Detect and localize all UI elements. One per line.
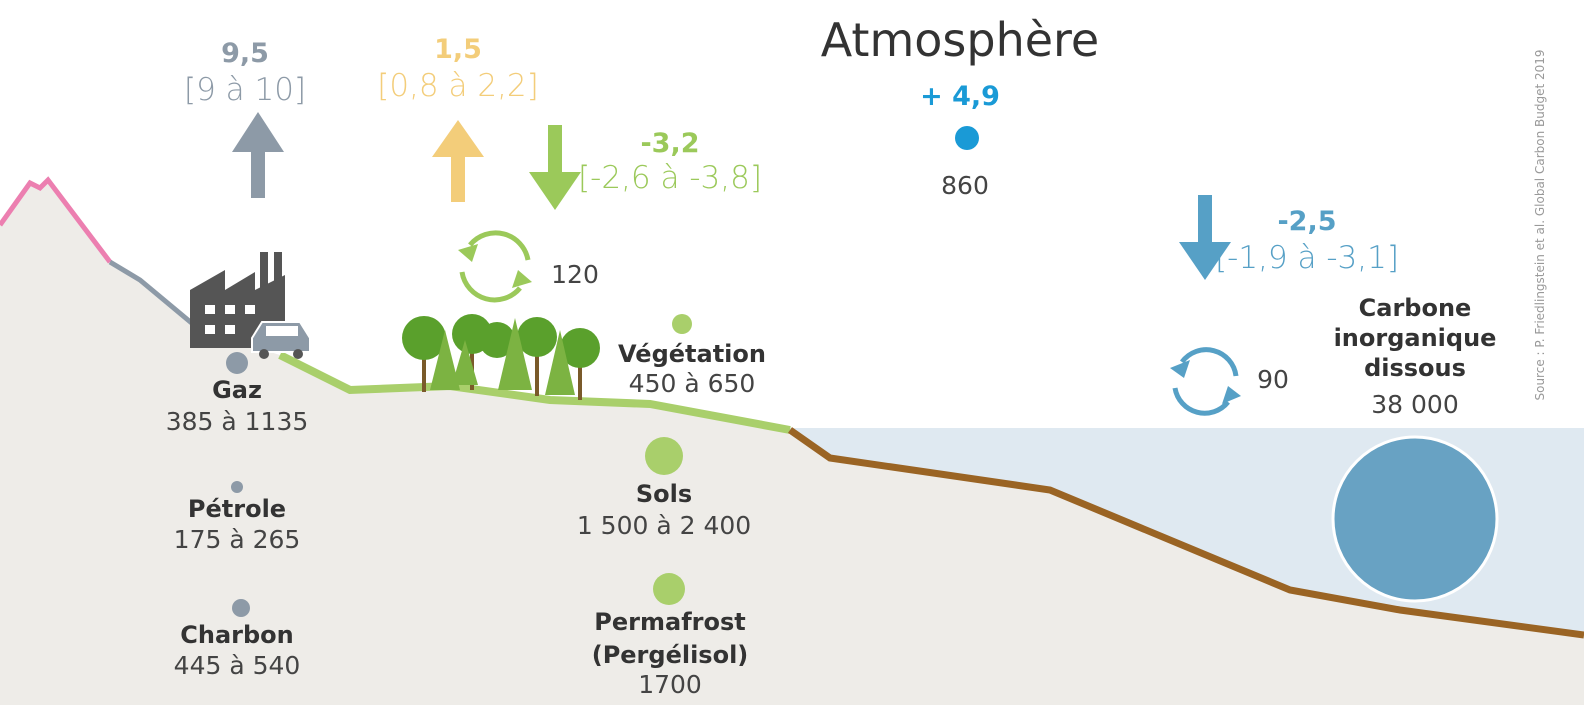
atmosphere-flux: + 4,9: [920, 81, 1000, 112]
vegetation-circle: [672, 314, 692, 334]
reservoir-name: dissous: [1364, 354, 1466, 382]
flux-range: [0,8 à 2,2]: [377, 68, 539, 104]
reservoir-range: 450 à 650: [629, 369, 756, 398]
land-cycle-icon: [458, 233, 532, 300]
reservoir-range: 175 à 265: [174, 525, 301, 554]
reservoir-name: Permafrost: [594, 608, 745, 636]
land-sink-arrow: [529, 125, 581, 210]
land-use-arrow: [432, 120, 484, 202]
page: Atmosphère + 4,9 860 9,5 [9 à 10] 1,5 [0…: [0, 0, 1584, 705]
reservoir-range: 1 500 à 2 400: [577, 511, 751, 540]
forest: [402, 314, 600, 400]
reservoir-name: Gaz: [212, 376, 262, 404]
reservoir-name: (Pergélisol): [592, 641, 749, 669]
atmosphere-circle: [955, 126, 979, 150]
fossil-arrow: [232, 112, 284, 198]
coal-circle: [232, 599, 250, 617]
reservoir-name: Végétation: [618, 340, 766, 368]
reservoir-name: Sols: [636, 480, 692, 508]
flux-range: [9 à 10]: [184, 72, 306, 108]
flux-range: [-1,9 à -3,1]: [1215, 240, 1399, 276]
flux-value: -3,2: [640, 128, 699, 159]
oil-circle: [231, 481, 243, 493]
reservoir-name: Charbon: [180, 621, 293, 649]
reservoir-range: 445 à 540: [174, 651, 301, 680]
gas-circle: [226, 352, 248, 374]
reservoir-name: inorganique: [1334, 324, 1497, 352]
flux-value: 9,5: [221, 38, 269, 69]
cycle-value: 120: [551, 260, 599, 289]
dic-circle: [1333, 437, 1497, 601]
soil-circle: [645, 437, 683, 475]
ocean-cycle-icon: [1170, 350, 1241, 414]
reservoir-range: 1700: [638, 670, 702, 699]
reservoir-name: Carbone: [1359, 294, 1472, 322]
cycle-value: 90: [1257, 365, 1289, 394]
reservoir-range: 385 à 1135: [166, 407, 309, 436]
flux-range: [-2,6 à -3,8]: [578, 160, 762, 196]
atmosphere-stock: 860: [941, 171, 989, 200]
reservoir-range: 38 000: [1371, 390, 1458, 419]
reservoir-name: Pétrole: [188, 495, 286, 523]
atmosphere-title: Atmosphère: [821, 13, 1099, 67]
source: Source : P. Friedlingstein et al. Global…: [1533, 49, 1547, 400]
carbon-cycle-diagram: Atmosphère + 4,9 860 9,5 [9 à 10] 1,5 [0…: [0, 0, 1584, 705]
permafrost-circle: [653, 573, 685, 605]
flux-value: 1,5: [434, 34, 482, 65]
flux-value: -2,5: [1277, 206, 1336, 237]
